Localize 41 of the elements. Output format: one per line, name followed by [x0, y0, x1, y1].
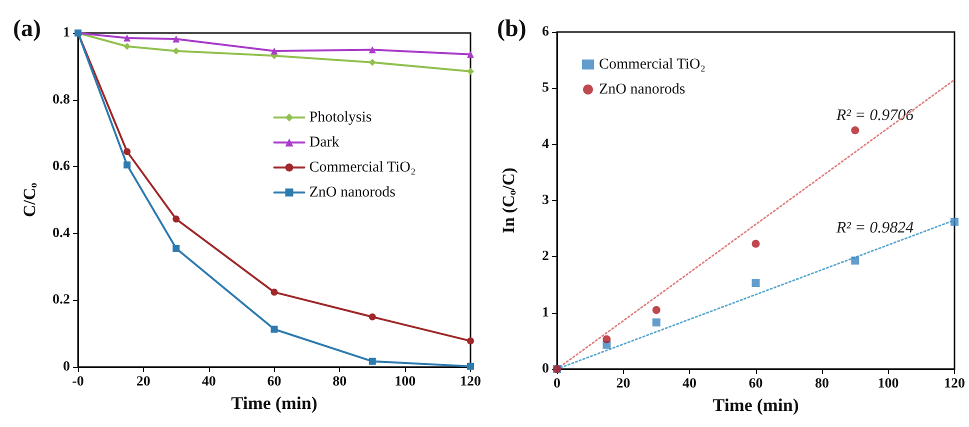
- y-tick-label: 2: [542, 249, 549, 264]
- x-tick-label: 120: [944, 376, 965, 392]
- legend-label: ZnO nanorods: [309, 184, 396, 200]
- legend-label: Photolysis: [309, 110, 372, 126]
- y-tick-label: 1: [63, 26, 70, 40]
- x-tick-label: 0: [554, 376, 560, 392]
- y-tick-label: 3: [542, 193, 549, 208]
- x-tick-label: 80: [815, 376, 829, 392]
- annotation: R² = 0.9824: [835, 219, 914, 236]
- y-axis-title: C/Cₒ: [20, 182, 39, 218]
- legend-label: Commercial TiO₂: [599, 56, 706, 72]
- y-tick-label: 0.6: [52, 159, 70, 174]
- y-tick-label: 0: [542, 362, 549, 376]
- y-tick-label: 0.8: [52, 92, 70, 108]
- x-axis-title: Time (min): [712, 394, 799, 415]
- y-tick-label: 0.4: [52, 226, 70, 241]
- x-tick-label: 40: [682, 376, 696, 392]
- x-tick-label: 120: [460, 374, 481, 390]
- y-axis-title: In (Cₒ/C): [499, 168, 518, 234]
- chart-title: (b): [497, 16, 526, 42]
- legend-label: ZnO nanorods: [599, 82, 686, 98]
- x-tick-label: 20: [616, 376, 630, 392]
- x-tick-label: 60: [267, 374, 282, 390]
- annotation: R² = 0.9706: [835, 107, 914, 124]
- x-tick-label: 40: [202, 374, 216, 390]
- x-tick-label: 60: [748, 376, 763, 392]
- y-tick-label: 0.2: [52, 292, 70, 308]
- x-tick-label: 20: [136, 374, 150, 390]
- x-axis-title: Time (min): [231, 392, 318, 413]
- y-tick-label: 4: [542, 136, 549, 152]
- legend-label: Dark: [309, 134, 340, 150]
- y-tick-label: 0: [63, 360, 70, 374]
- x-tick-label: 80: [332, 374, 347, 390]
- x-tick-label: 100: [878, 376, 899, 392]
- y-tick-label: 5: [542, 80, 549, 96]
- x-tick-label: 100: [394, 374, 416, 390]
- legend-label: Commercial TiO₂: [309, 160, 416, 176]
- chart-title: (a): [13, 16, 41, 42]
- x-tick-label: -0: [72, 374, 84, 390]
- y-tick-label: 1: [542, 305, 549, 320]
- y-tick-label: 6: [542, 24, 549, 40]
